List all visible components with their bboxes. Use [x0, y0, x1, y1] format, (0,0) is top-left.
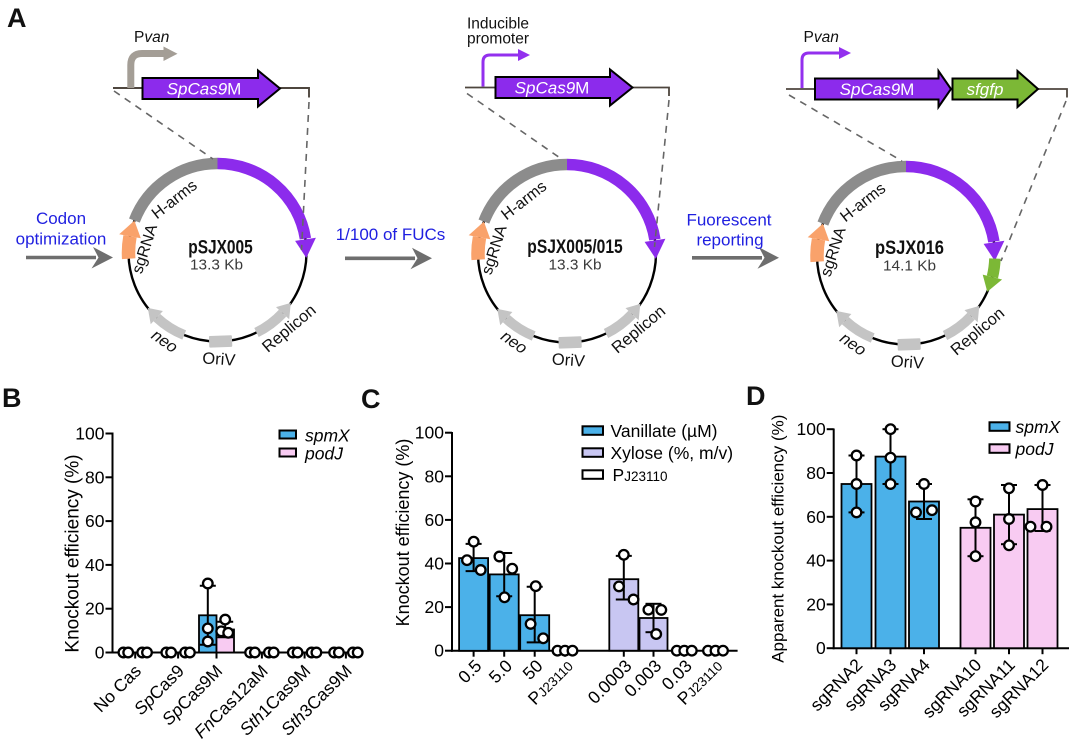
svg-text:80: 80 [806, 463, 826, 483]
svg-text:Vanillate (µM): Vanillate (µM) [611, 421, 718, 441]
svg-text:14.1 Kb: 14.1 Kb [883, 257, 936, 274]
svg-text:20: 20 [806, 594, 826, 614]
svg-text:Xylose (%, m/v): Xylose (%, m/v) [611, 443, 734, 463]
svg-text:D: D [746, 381, 766, 411]
svg-text:Fuorescent: Fuorescent [686, 211, 771, 230]
svg-text:optimization: optimization [16, 230, 107, 249]
svg-text:pSJX016: pSJX016 [875, 238, 944, 259]
svg-text:Apparent knockout efficiency (: Apparent knockout efficiency (%) [768, 415, 787, 663]
svg-text:SpCas9M: SpCas9M [515, 79, 590, 98]
svg-text:pSJX005: pSJX005 [188, 237, 253, 258]
svg-text:spmX: spmX [305, 426, 351, 446]
svg-text:13.3 Kb: 13.3 Kb [190, 256, 243, 273]
svg-text:40: 40 [425, 554, 445, 574]
svg-text:80: 80 [85, 467, 105, 487]
svg-text:Knockout efficiency (%): Knockout efficiency (%) [393, 439, 413, 627]
svg-text:promoter: promoter [467, 31, 529, 48]
svg-text:Knockout efficiency (%): Knockout efficiency (%) [63, 454, 84, 652]
svg-text:Codon: Codon [36, 209, 86, 228]
svg-text:1/100 of FUCs: 1/100 of FUCs [336, 225, 446, 244]
svg-text:13.3 Kb: 13.3 Kb [549, 256, 602, 273]
svg-text:0: 0 [95, 643, 105, 663]
svg-text:Pvan: Pvan [804, 29, 839, 46]
svg-text:C: C [361, 384, 381, 414]
svg-text:60: 60 [425, 510, 445, 530]
svg-text:SpCas9M: SpCas9M [167, 80, 242, 99]
svg-text:40: 40 [806, 551, 826, 571]
svg-text:20: 20 [425, 597, 445, 617]
svg-text:SpCas9M: SpCas9M [840, 80, 915, 99]
svg-text:0: 0 [434, 641, 444, 661]
svg-text:100: 100 [796, 419, 825, 439]
svg-text:podJ: podJ [304, 444, 343, 464]
svg-text:100: 100 [415, 423, 444, 443]
svg-text:B: B [2, 383, 22, 413]
svg-text:PJ23110: PJ23110 [613, 465, 668, 485]
svg-text:80: 80 [425, 466, 445, 486]
svg-text:60: 60 [806, 507, 826, 527]
svg-text:reporting: reporting [696, 231, 763, 250]
svg-text:sfgfp: sfgfp [967, 80, 1004, 99]
svg-text:spmX: spmX [1016, 417, 1062, 437]
svg-text:100: 100 [75, 424, 104, 444]
svg-text:Inducible: Inducible [467, 16, 529, 33]
svg-text:podJ: podJ [1015, 439, 1054, 459]
svg-text:20: 20 [85, 599, 105, 619]
svg-text:0: 0 [816, 638, 826, 658]
svg-text:40: 40 [85, 555, 105, 575]
svg-text:60: 60 [85, 511, 105, 531]
svg-text:Pvan: Pvan [134, 29, 169, 46]
svg-text:pSJX005/015: pSJX005/015 [527, 237, 623, 258]
svg-text:A: A [7, 3, 27, 33]
